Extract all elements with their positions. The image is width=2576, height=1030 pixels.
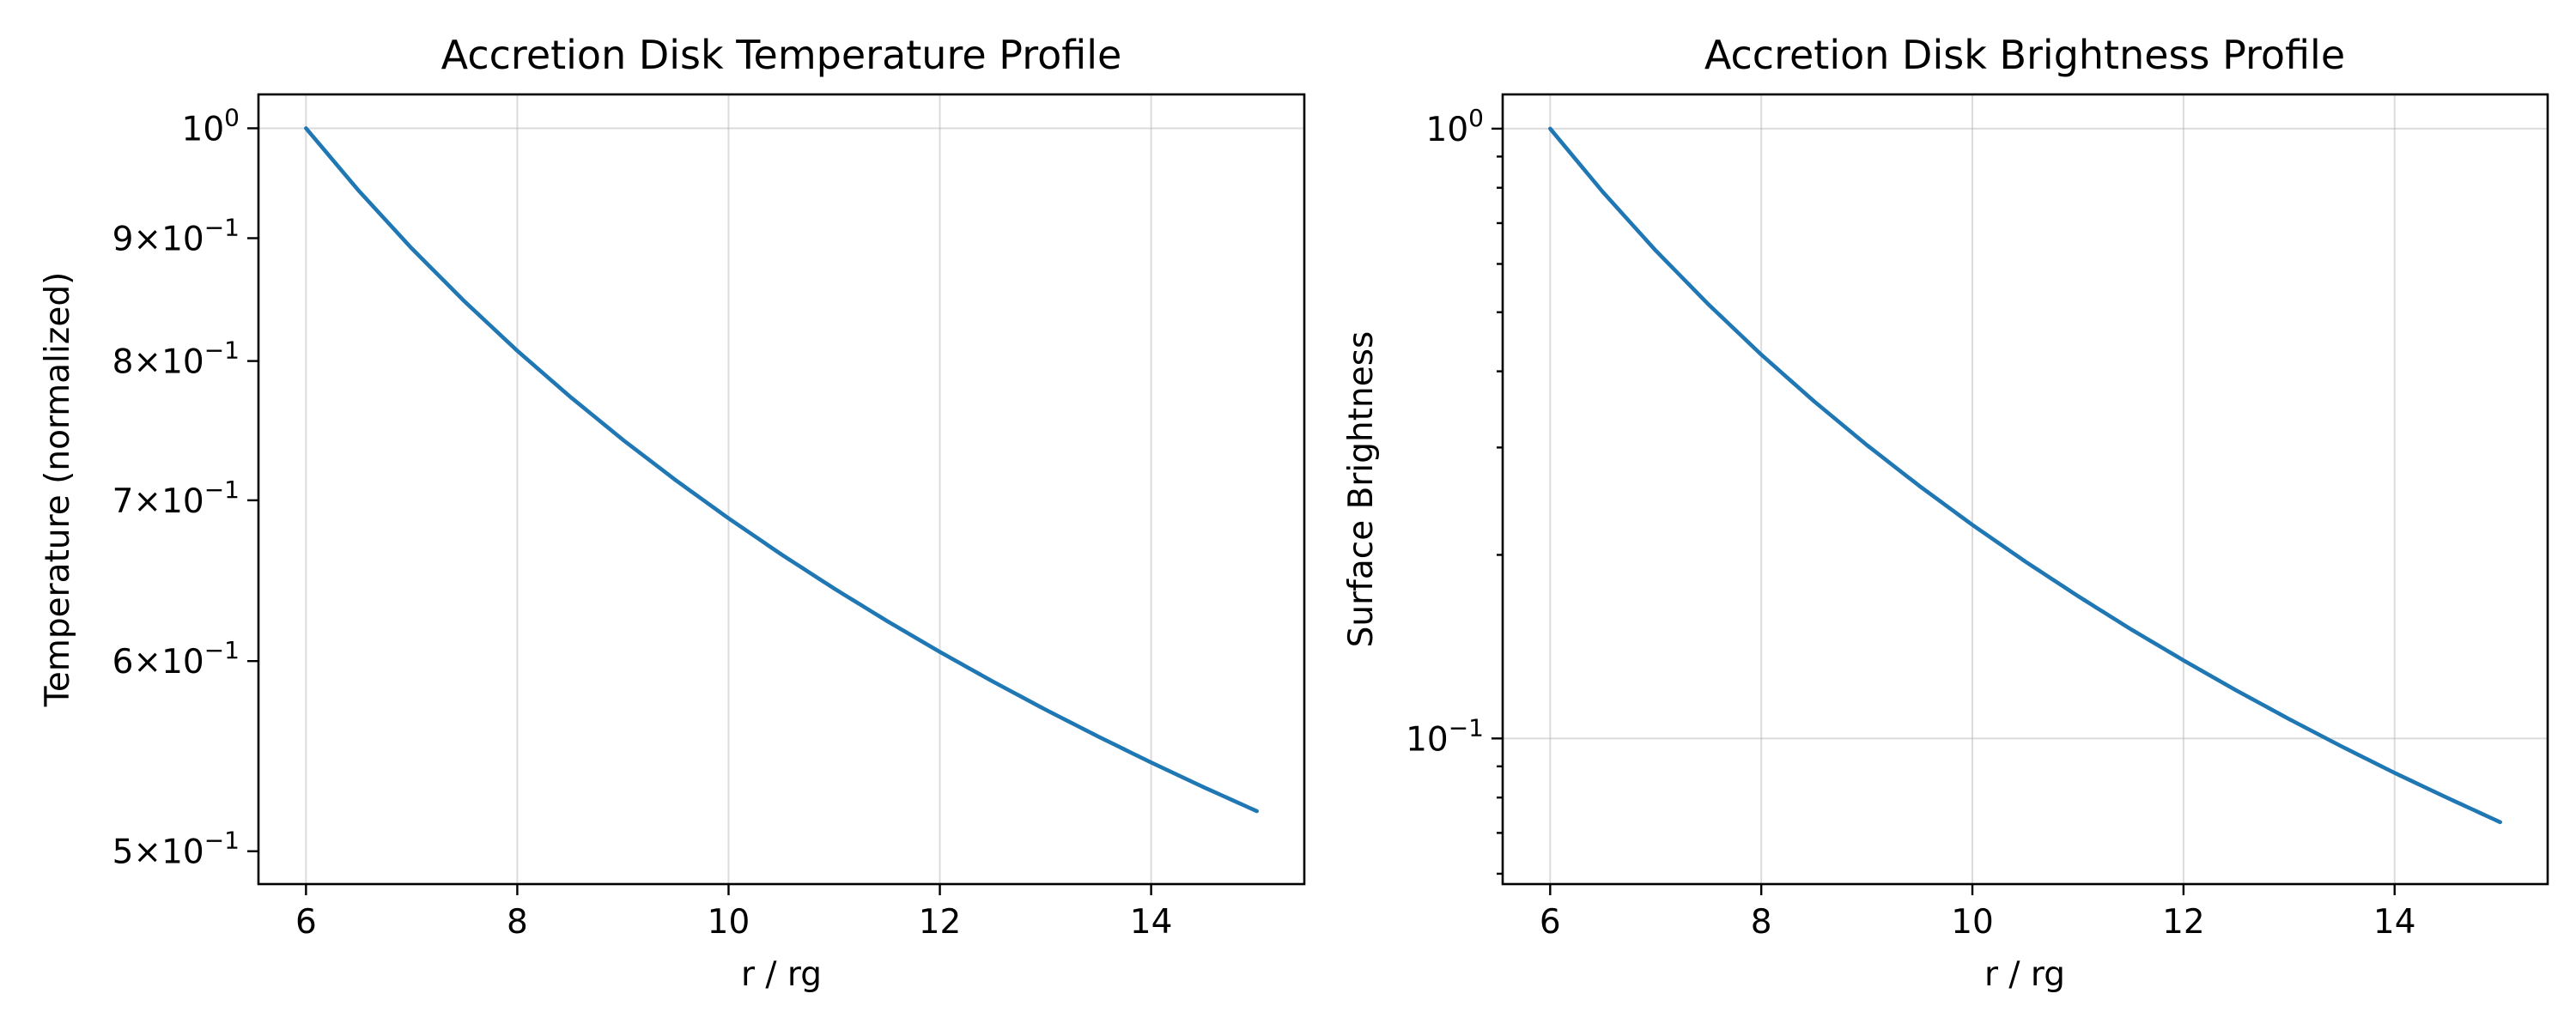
x-tick-label: 10 <box>708 903 750 942</box>
y-tick-label: 10−1 <box>1406 713 1484 759</box>
series-line <box>1548 126 2502 825</box>
x-tick-label: 6 <box>1540 903 1561 942</box>
x-axis-ticks: 6 8 10 12 14 <box>1540 884 2416 942</box>
y-tick-label: 9×10−1 <box>112 213 240 258</box>
series-line <box>304 126 1259 814</box>
y-tick-label: 5×10−1 <box>112 827 240 872</box>
x-tick-label: 6 <box>295 903 317 942</box>
grid-lines <box>1503 94 2548 884</box>
x-tick-label: 8 <box>1751 903 1772 942</box>
y-tick-label: 100 <box>182 103 240 148</box>
x-tick-label: 14 <box>1130 903 1173 942</box>
x-tick-label: 10 <box>1951 903 1994 942</box>
chart-title: Accretion Disk Brightness Profile <box>1704 32 2345 78</box>
y-axis-ticks: 100 10−1 <box>1406 104 1503 876</box>
y-axis-label: Surface Brightness <box>1342 331 1381 648</box>
chart-title: Accretion Disk Temperature Profile <box>441 32 1122 78</box>
grid-lines <box>258 94 1304 884</box>
x-tick-label: 8 <box>507 903 528 942</box>
x-axis-label: r / rg <box>741 955 822 994</box>
x-tick-label: 12 <box>2162 903 2205 942</box>
temperature-chart: Accretion Disk Temperature Profile 6 8 10 1… <box>39 32 1306 994</box>
plot-frame <box>1501 93 2549 886</box>
x-tick-label: 14 <box>2373 903 2416 942</box>
y-axis-ticks: 100 9×10−1 8×10−1 7×10−1 6×10−1 5×10−1 <box>112 103 258 872</box>
x-axis-ticks: 6 8 10 12 14 <box>295 884 1172 942</box>
y-tick-label: 8×10−1 <box>112 336 240 382</box>
plot-frame <box>257 93 1306 886</box>
y-tick-label: 100 <box>1426 104 1484 149</box>
x-tick-label: 12 <box>919 903 962 942</box>
x-axis-label: r / rg <box>1984 955 2065 994</box>
y-tick-label: 6×10−1 <box>112 636 240 682</box>
y-axis-label: Temperature (normalized) <box>39 272 77 708</box>
y-tick-label: 7×10−1 <box>112 476 240 521</box>
brightness-chart: Accretion Disk Brightness Profile 6 8 10 12… <box>1342 32 2549 994</box>
